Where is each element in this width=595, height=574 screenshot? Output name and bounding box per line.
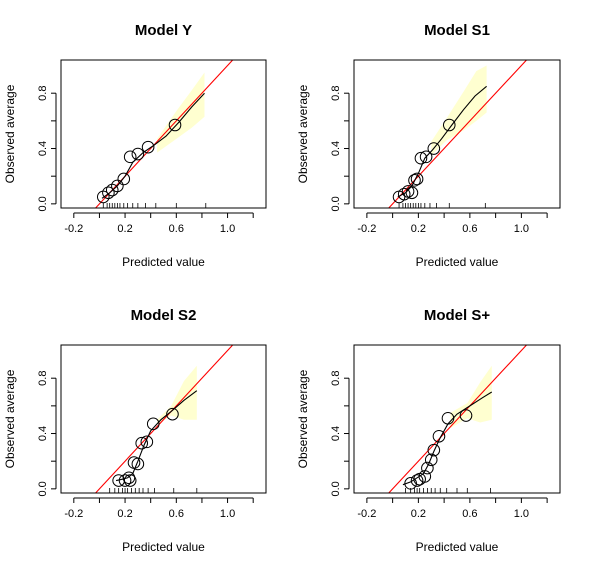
- smooth-curve: [397, 85, 487, 198]
- data-point: [141, 140, 155, 154]
- data-point: [405, 186, 419, 200]
- x-tick-label: 1.0: [514, 223, 529, 235]
- chart-panel: -0.2 0.2 0.6 1.0 0.0 0.4 0.8 Predicted value Obs…: [296, 22, 561, 269]
- y-tick-label: 0.4: [330, 426, 342, 441]
- x-tick-label: -0.2: [64, 223, 83, 235]
- plot-area: [388, 60, 528, 208]
- confidence-band: [431, 65, 487, 156]
- data-point: [135, 436, 149, 450]
- y-axis-title: Observed average: [3, 84, 17, 183]
- x-axis-title: Predicted value: [416, 255, 499, 269]
- data-point: [131, 457, 145, 471]
- x-axis-title: Predicted value: [122, 255, 205, 269]
- plot-area: [94, 60, 234, 208]
- chart-title: Model S2: [131, 307, 197, 324]
- x-tick-label: 0.2: [117, 508, 132, 520]
- chart-title: Model S+: [424, 307, 491, 324]
- data-point: [123, 474, 137, 487]
- x-tick-label: 0.2: [117, 223, 132, 235]
- data-point: [418, 470, 432, 483]
- x-tick-label: 0.6: [462, 508, 477, 520]
- data-point: [408, 174, 421, 187]
- data-point: [442, 118, 456, 132]
- x-axis-title: Predicted value: [122, 540, 205, 554]
- x-tick-label: 1.0: [514, 508, 529, 520]
- confidence-band: [157, 72, 205, 153]
- data-point: [111, 179, 124, 193]
- y-tick-label: 0.0: [330, 481, 342, 496]
- x-tick-label: 0.6: [169, 508, 184, 520]
- x-axis-title: Predicted value: [416, 540, 499, 554]
- data-point: [421, 461, 434, 475]
- data-point: [117, 172, 131, 186]
- data-point: [122, 471, 136, 485]
- x-tick-label: 0.2: [411, 508, 426, 520]
- y-tick-label: 0.4: [37, 426, 49, 441]
- data-point: [168, 118, 182, 132]
- y-tick-label: 0.0: [330, 196, 342, 211]
- x-tick-label: 0.2: [411, 223, 426, 235]
- y-axis-title: Observed average: [3, 369, 17, 468]
- reference-line: [388, 345, 528, 493]
- data-point: [427, 443, 441, 457]
- data-point: [102, 186, 115, 200]
- reference-line: [94, 60, 234, 208]
- data-point: [424, 453, 438, 467]
- data-point: [410, 474, 424, 487]
- data-point: [410, 172, 424, 186]
- data-point: [441, 412, 455, 425]
- data-point: [140, 435, 154, 449]
- data-point: [397, 187, 411, 201]
- data-point: [427, 142, 441, 155]
- y-axis-title: Observed average: [296, 369, 310, 468]
- data-point: [146, 417, 160, 431]
- plot-frame: [60, 344, 267, 494]
- chart-title: Model Y: [135, 22, 192, 39]
- data-point: [123, 150, 137, 164]
- y-tick-label: 0.4: [330, 141, 342, 156]
- y-tick-label: 0.0: [37, 196, 49, 211]
- plot-frame: [60, 59, 267, 209]
- data-point: [131, 147, 145, 161]
- chart-panel: -0.2 0.2 0.6 1.0 0.0 0.4 0.8 Predicted value Obs…: [3, 22, 267, 269]
- data-point: [459, 409, 473, 422]
- smooth-curve: [101, 92, 205, 199]
- reference-line: [388, 60, 528, 208]
- x-tick-label: 0.6: [169, 223, 184, 235]
- y-tick-label: 0.8: [37, 371, 49, 386]
- y-tick-label: 0.4: [37, 141, 49, 156]
- x-tick-label: 0.6: [462, 223, 477, 235]
- x-tick-label: 1.0: [220, 508, 235, 520]
- chart-panel: -0.2 0.2 0.6 1.0 0.0 0.4 0.8 Predicted value Obs…: [3, 307, 267, 554]
- x-tick-label: 1.0: [220, 223, 235, 235]
- y-tick-label: 0.8: [37, 86, 49, 101]
- y-axis-title: Observed average: [296, 84, 310, 183]
- smooth-curve: [115, 390, 198, 482]
- plot-frame: [353, 59, 561, 209]
- plot-area: [388, 345, 528, 493]
- x-tick-label: -0.2: [64, 508, 83, 520]
- data-point: [432, 429, 446, 443]
- confidence-band: [157, 365, 197, 424]
- x-tick-label: -0.2: [357, 223, 376, 235]
- data-point: [118, 474, 132, 487]
- smooth-curve: [402, 391, 493, 486]
- data-point: [419, 150, 433, 164]
- data-point: [414, 151, 428, 165]
- chart-title: Model S1: [424, 22, 490, 39]
- reference-line: [94, 345, 234, 493]
- data-point: [166, 407, 179, 421]
- y-tick-label: 0.0: [37, 481, 49, 496]
- y-tick-label: 0.8: [330, 86, 342, 101]
- chart-panel: -0.2 0.2 0.6 1.0 0.0 0.4 0.8 Predicted value Obs…: [296, 307, 561, 554]
- y-tick-label: 0.8: [330, 371, 342, 386]
- plot-area: [94, 345, 234, 493]
- x-tick-label: -0.2: [357, 508, 376, 520]
- plot-frame: [353, 344, 561, 494]
